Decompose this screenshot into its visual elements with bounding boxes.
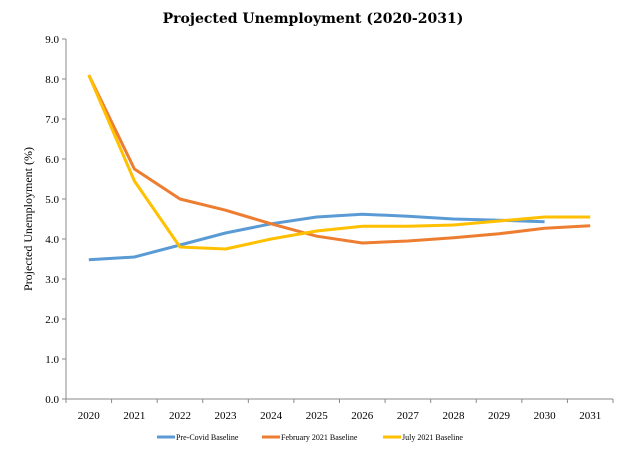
series-line-0	[88, 212, 545, 262]
x-ticks: 2020 2021 2022 2023 2024 2025 2026 2027 2028 2029…	[65, 399, 614, 422]
legend: Pre-Covid Baseline February 2021 Baseline…	[157, 433, 463, 442]
legend-label: Pre-Covid Baseline	[176, 433, 239, 442]
y-tick-label: 6.0	[45, 154, 59, 166]
y-axis-label: Projected Unemployment (%)	[21, 147, 35, 291]
x-tick-label: 2029	[488, 410, 511, 422]
x-tick-label: 2025	[306, 410, 329, 422]
y-tick-label: 1.0	[45, 354, 59, 366]
x-tick-label: 2020	[78, 410, 101, 422]
y-tick-label: 2.0	[45, 314, 59, 326]
x-tick-label: 2028	[442, 410, 465, 422]
y-ticks: 0.0 1.0 2.0 3.0 4.0 5.0 6.0 7.0 8.0 9.0	[45, 34, 66, 406]
x-tick-label: 2027	[397, 410, 420, 422]
legend-label: July 2021 Baseline	[402, 433, 463, 442]
x-tick-label: 2023	[215, 410, 238, 422]
chart-title: Projected Unemployment (2020-2031)	[163, 11, 464, 27]
series-line-2	[87, 74, 591, 251]
x-tick-label: 2024	[260, 410, 283, 422]
y-tick-label: 0.0	[45, 394, 59, 406]
series-layer	[87, 74, 591, 262]
y-tick-label: 4.0	[45, 234, 59, 246]
y-tick-label: 3.0	[45, 274, 59, 286]
y-tick-label: 8.0	[45, 74, 59, 86]
legend-label: February 2021 Baseline	[281, 433, 358, 442]
y-tick-label: 9.0	[45, 34, 59, 46]
x-tick-label: 2026	[351, 410, 374, 422]
x-tick-label: 2031	[579, 410, 601, 422]
y-tick-label: 5.0	[45, 194, 59, 206]
y-tick-label: 7.0	[45, 114, 59, 126]
x-tick-label: 2022	[169, 410, 191, 422]
x-tick-label: 2021	[123, 410, 145, 422]
series-line-1	[87, 74, 591, 245]
x-tick-label: 2030	[534, 410, 557, 422]
